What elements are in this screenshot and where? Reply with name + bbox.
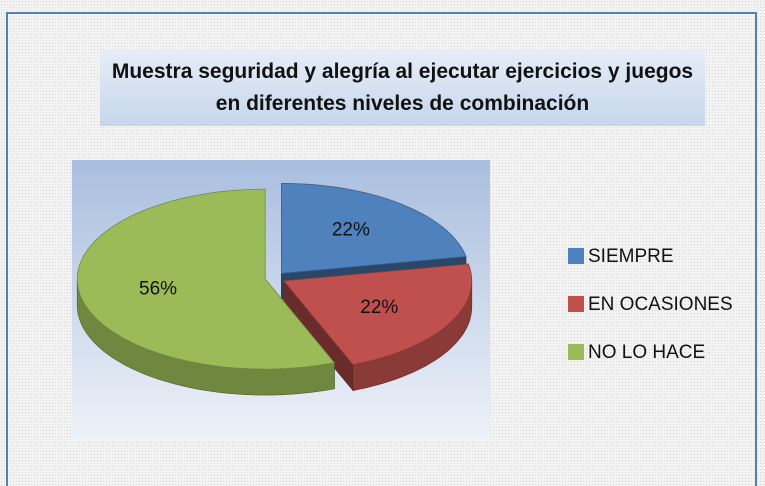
legend-swatch: [568, 248, 584, 264]
legend-swatch: [568, 344, 584, 360]
slice: [283, 263, 473, 366]
chart-title: Muestra seguridad y alegría al ejecutar …: [100, 50, 705, 126]
data-label: 22%: [332, 219, 370, 240]
slice: [281, 183, 467, 274]
legend-label: EN OCASIONES: [588, 294, 733, 315]
chart-frame: [6, 12, 757, 486]
legend-label: SIEMPRE: [588, 246, 674, 267]
slice: [76, 188, 336, 370]
data-label: 22%: [360, 297, 398, 318]
legend-label: NO LO HACE: [588, 342, 705, 363]
legend-swatch: [568, 296, 584, 312]
data-label: 56%: [139, 279, 177, 300]
